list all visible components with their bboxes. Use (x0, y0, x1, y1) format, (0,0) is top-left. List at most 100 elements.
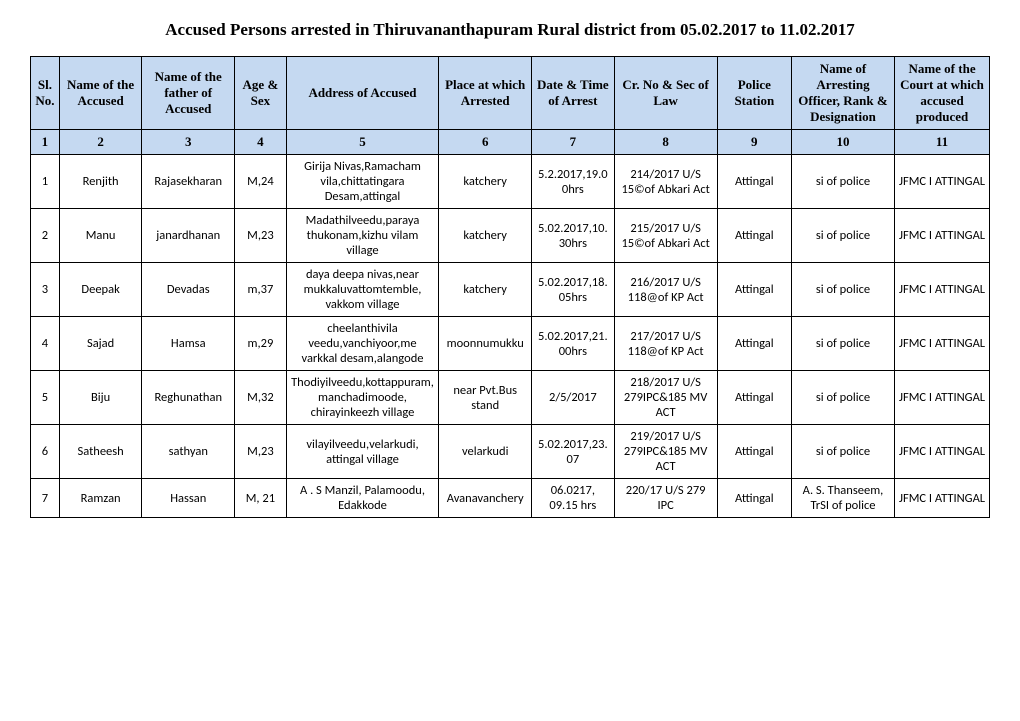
cell-datetime: 5.02.2017,10.30hrs (532, 209, 614, 263)
cell-age: M,23 (235, 209, 287, 263)
header-court: Name of the Court at which accused produ… (895, 57, 990, 130)
cell-court: JFMC I ATTINGAL (895, 317, 990, 371)
colnum-2: 2 (59, 130, 141, 155)
cell-name: Biju (59, 371, 141, 425)
cell-court: JFMC I ATTINGAL (895, 155, 990, 209)
colnum-9: 9 (717, 130, 791, 155)
cell-datetime: 5.02.2017,23.07 (532, 425, 614, 479)
colnum-10: 10 (791, 130, 894, 155)
cell-slno: 1 (31, 155, 60, 209)
cell-ps: Attingal (717, 479, 791, 518)
cell-court: JFMC I ATTINGAL (895, 479, 990, 518)
cell-father: Devadas (142, 263, 235, 317)
cell-father: Rajasekharan (142, 155, 235, 209)
cell-place: near Pvt.Bus stand (439, 371, 532, 425)
cell-address: A . S Manzil, Palamoodu, Edakkode (286, 479, 439, 518)
cell-place: moonnumukku (439, 317, 532, 371)
cell-ps: Attingal (717, 425, 791, 479)
cell-father: Reghunathan (142, 371, 235, 425)
colnum-6: 6 (439, 130, 532, 155)
cell-slno: 5 (31, 371, 60, 425)
cell-ps: Attingal (717, 371, 791, 425)
cell-father: sathyan (142, 425, 235, 479)
cell-crno: 214/2017 U/S 15©of Abkari Act (614, 155, 717, 209)
cell-datetime: 2/5/2017 (532, 371, 614, 425)
cell-crno: 215/2017 U/S 15©of Abkari Act (614, 209, 717, 263)
cell-father: Hamsa (142, 317, 235, 371)
cell-place: velarkudi (439, 425, 532, 479)
header-slno: Sl. No. (31, 57, 60, 130)
cell-ps: Attingal (717, 155, 791, 209)
cell-crno: 218/2017 U/S 279IPC&185 MV ACT (614, 371, 717, 425)
cell-officer: si of police (791, 263, 894, 317)
cell-name: Renjith (59, 155, 141, 209)
header-address: Address of Accused (286, 57, 439, 130)
cell-place: katchery (439, 155, 532, 209)
cell-crno: 219/2017 U/S 279IPC&185 MV ACT (614, 425, 717, 479)
cell-place: Avanavanchery (439, 479, 532, 518)
colnum-3: 3 (142, 130, 235, 155)
cell-age: M,32 (235, 371, 287, 425)
cell-datetime: 5.02.2017,21.00hrs (532, 317, 614, 371)
cell-officer: A. S. Thanseem, TrSI of police (791, 479, 894, 518)
cell-crno: 220/17 U/S 279 IPC (614, 479, 717, 518)
cell-age: m,29 (235, 317, 287, 371)
cell-name: Ramzan (59, 479, 141, 518)
cell-slno: 6 (31, 425, 60, 479)
cell-age: m,37 (235, 263, 287, 317)
colnum-5: 5 (286, 130, 439, 155)
cell-age: M,23 (235, 425, 287, 479)
cell-crno: 217/2017 U/S 118@of KP Act (614, 317, 717, 371)
cell-father: janardhanan (142, 209, 235, 263)
header-crno: Cr. No & Sec of Law (614, 57, 717, 130)
cell-crno: 216/2017 U/S 118@of KP Act (614, 263, 717, 317)
cell-court: JFMC I ATTINGAL (895, 263, 990, 317)
header-name: Name of the Accused (59, 57, 141, 130)
header-father: Name of the father of Accused (142, 57, 235, 130)
cell-age: M, 21 (235, 479, 287, 518)
cell-officer: si of police (791, 155, 894, 209)
colnum-4: 4 (235, 130, 287, 155)
cell-court: JFMC I ATTINGAL (895, 371, 990, 425)
header-place: Place at which Arrested (439, 57, 532, 130)
cell-ps: Attingal (717, 209, 791, 263)
cell-name: Manu (59, 209, 141, 263)
cell-datetime: 06.0217, 09.15 hrs (532, 479, 614, 518)
cell-datetime: 5.02.2017,18.05hrs (532, 263, 614, 317)
header-date: Date & Time of Arrest (532, 57, 614, 130)
table-row: 3DeepakDevadasm,37daya deepa nivas,near … (31, 263, 990, 317)
colnum-11: 11 (895, 130, 990, 155)
cell-address: Thodiyilveedu,kottappuram,manchadimoode,… (286, 371, 439, 425)
colnum-1: 1 (31, 130, 60, 155)
cell-officer: si of police (791, 371, 894, 425)
cell-address: Girija Nivas,Ramacham vila,chittatingara… (286, 155, 439, 209)
accused-table: Sl. No. Name of the Accused Name of the … (30, 56, 990, 518)
cell-ps: Attingal (717, 317, 791, 371)
cell-slno: 2 (31, 209, 60, 263)
header-officer: Name of Arresting Officer, Rank & Design… (791, 57, 894, 130)
table-row: 2ManujanardhananM,23Madathilveedu,paraya… (31, 209, 990, 263)
cell-name: Satheesh (59, 425, 141, 479)
column-number-row: 1 2 3 4 5 6 7 8 9 10 11 (31, 130, 990, 155)
colnum-7: 7 (532, 130, 614, 155)
cell-address: Madathilveedu,paraya thukonam,kizhu vila… (286, 209, 439, 263)
cell-slno: 4 (31, 317, 60, 371)
cell-name: Deepak (59, 263, 141, 317)
cell-address: daya deepa nivas,near mukkaluvattomtembl… (286, 263, 439, 317)
cell-datetime: 5.2.2017,19.00hrs (532, 155, 614, 209)
table-row: 5BijuReghunathanM,32Thodiyilveedu,kottap… (31, 371, 990, 425)
cell-officer: si of police (791, 209, 894, 263)
header-age: Age & Sex (235, 57, 287, 130)
cell-address: cheelanthivila veedu,vanchiyoor,me varkk… (286, 317, 439, 371)
cell-court: JFMC I ATTINGAL (895, 209, 990, 263)
colnum-8: 8 (614, 130, 717, 155)
cell-court: JFMC I ATTINGAL (895, 425, 990, 479)
table-row: 4SajadHamsam,29cheelanthivila veedu,vanc… (31, 317, 990, 371)
cell-place: katchery (439, 209, 532, 263)
cell-name: Sajad (59, 317, 141, 371)
cell-father: Hassan (142, 479, 235, 518)
cell-officer: si of police (791, 425, 894, 479)
header-ps: Police Station (717, 57, 791, 130)
cell-age: M,24 (235, 155, 287, 209)
cell-officer: si of police (791, 317, 894, 371)
